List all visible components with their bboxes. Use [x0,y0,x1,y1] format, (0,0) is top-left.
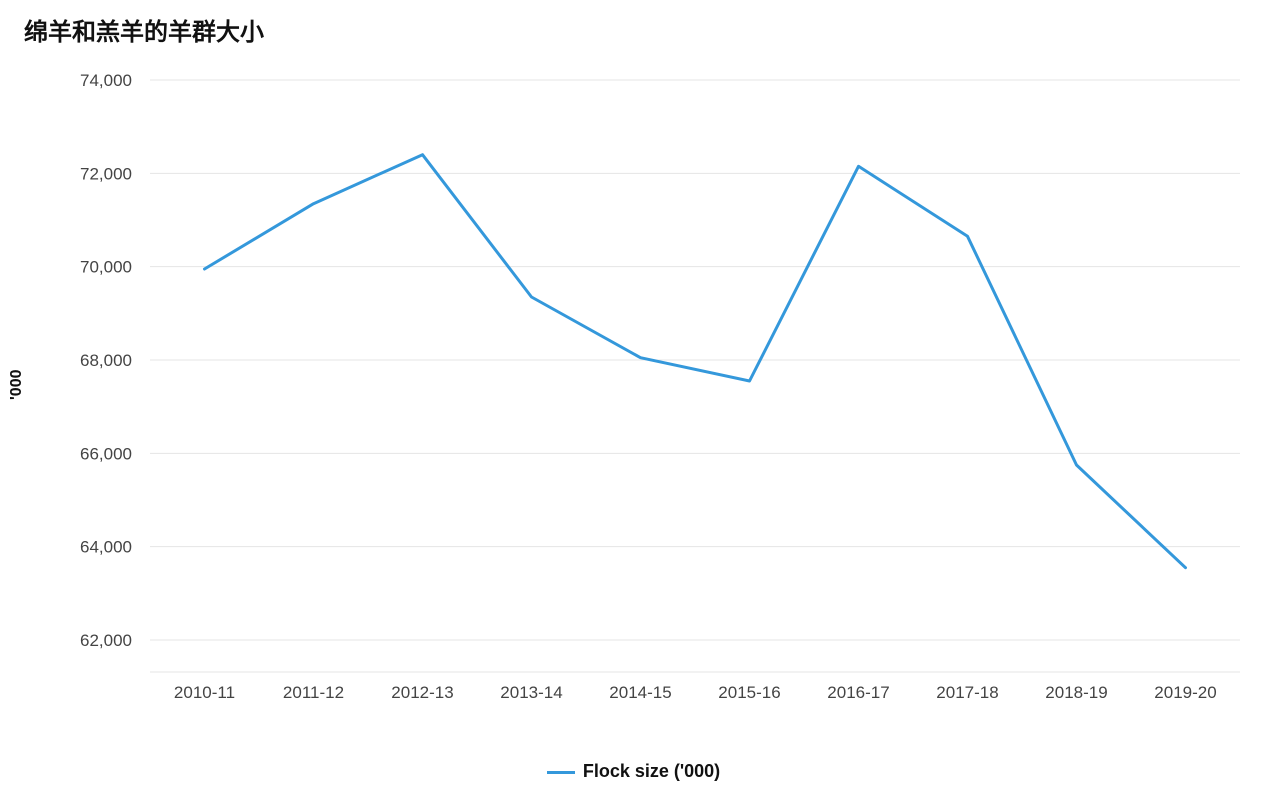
x-tick-label: 2016-17 [827,683,889,700]
y-axis-title: '000 [8,370,26,401]
data-line [205,155,1186,568]
y-tick-label: 72,000 [80,164,132,183]
y-tick-label: 62,000 [80,631,132,650]
y-tick-label: 64,000 [80,538,132,557]
x-tick-label: 2019-20 [1154,683,1216,700]
x-tick-label: 2014-15 [609,683,671,700]
x-tick-label: 2011-12 [283,683,344,700]
y-tick-label: 68,000 [80,351,132,370]
y-tick-label: 66,000 [80,444,132,463]
legend-label: Flock size ('000) [583,761,720,781]
chart-container: 绵羊和羔羊的羊群大小 '000 62,000 64,000 66,000 68,000… [0,0,1267,796]
y-tick-label: 74,000 [80,71,132,90]
chart-area: '000 62,000 64,000 66,000 68,000 70,000 72,00… [0,60,1267,740]
x-tick-label: 2010-11 [174,683,235,700]
x-tick-label: 2015-16 [718,683,780,700]
x-tick-label: 2012-13 [391,683,453,700]
chart-title: 绵羊和羔羊的羊群大小 [24,12,264,47]
x-tick-label: 2018-19 [1045,683,1107,700]
x-tick-label: 2017-18 [936,683,998,700]
x-tick-label: 2013-14 [500,683,562,700]
y-tick-label: 70,000 [80,258,132,277]
legend: Flock size ('000) [0,761,1267,782]
chart-svg: 62,000 64,000 66,000 68,000 70,000 72,000 74,0… [0,60,1267,700]
legend-line-swatch [547,771,575,774]
